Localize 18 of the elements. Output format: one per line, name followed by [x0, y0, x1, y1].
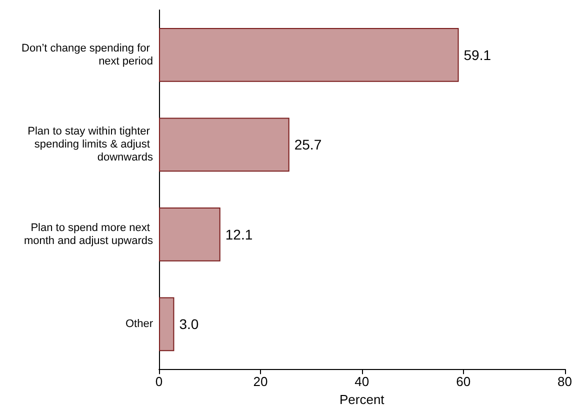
bar	[159, 28, 459, 82]
x-tick-label: 80	[558, 374, 572, 390]
y-tick-label: Plan to stay within tighter spending limits & adjust downwards	[28, 126, 154, 164]
bar	[159, 118, 290, 172]
data-label: 3.0	[179, 316, 199, 332]
y-tick-label: Other	[125, 318, 154, 330]
bar	[159, 297, 174, 352]
data-label: 25.7	[294, 136, 322, 153]
x-tick-label: 0	[155, 374, 163, 390]
x-axis-title: Percent	[339, 392, 385, 407]
x-tick-label: 20	[253, 374, 268, 390]
y-tick-label: Don’t change spending for next period	[22, 42, 153, 68]
x-tick-label: 40	[354, 374, 370, 390]
data-label: 59.1	[464, 46, 492, 63]
y-tick-label: Plan to spend more next month and adjust upwards	[24, 222, 154, 247]
x-tick-label: 60	[456, 374, 471, 390]
data-label: 12.1	[225, 226, 253, 242]
bar	[159, 208, 220, 262]
